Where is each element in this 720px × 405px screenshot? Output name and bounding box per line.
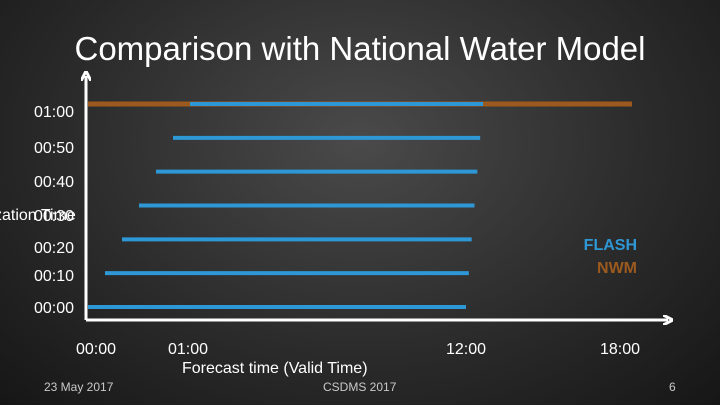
y-tick-label: 00:20 — [34, 240, 75, 257]
footer-page-number: 6 — [669, 380, 676, 394]
y-tick-label: 00:00 — [34, 300, 75, 317]
y-axis-label: zation Time — [0, 207, 76, 224]
y-tick-label: 00:40 — [34, 174, 75, 191]
y-tick-label: 01:00 — [34, 104, 75, 121]
legend-flash: FLASH — [583, 237, 637, 254]
y-tick-label: 00:50 — [34, 140, 75, 157]
legend-nwm: NWM — [597, 260, 637, 277]
x-tick-label: 00:00 — [76, 341, 117, 358]
x-tick-label: 01:00 — [168, 341, 209, 358]
y-tick-label: 00:30 — [34, 208, 75, 225]
x-tick-label: 12:00 — [446, 341, 487, 358]
footer-event: CSDMS 2017 — [323, 380, 397, 394]
x-tick-label: 18:00 — [600, 341, 641, 358]
slide-title: Comparison with National Water Model — [74, 30, 646, 67]
footer-date: 23 May 2017 — [44, 380, 114, 394]
x-axis-label: Forecast time (Valid Time) — [182, 360, 368, 377]
y-tick-label: 00:10 — [34, 268, 75, 285]
